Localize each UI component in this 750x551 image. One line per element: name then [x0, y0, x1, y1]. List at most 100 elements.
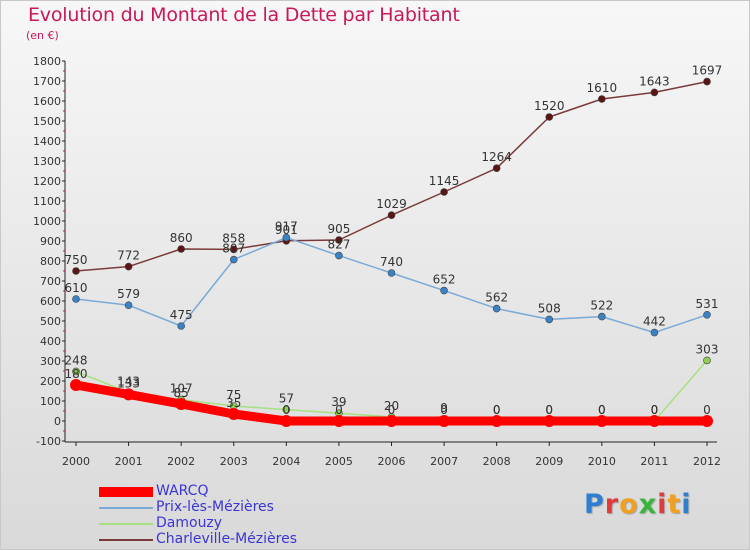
y-tick-label: 200: [40, 375, 61, 388]
data-label: 0: [598, 403, 606, 417]
data-point: [703, 356, 711, 365]
x-tick-label: 2008: [483, 455, 511, 468]
data-label: 1610: [587, 81, 618, 95]
y-tick-label: 900: [40, 235, 61, 248]
data-label: 180: [65, 367, 88, 381]
data-label: 143: [117, 374, 140, 388]
chart-subtitle: (en €): [26, 29, 59, 42]
data-point: [70, 379, 82, 391]
x-tick-label: 2002: [167, 455, 195, 468]
x-tick-label: 2011: [640, 455, 668, 468]
data-point: [175, 398, 188, 410]
data-label: 248: [65, 353, 88, 367]
data-point: [543, 415, 556, 427]
data-point: [598, 312, 606, 321]
chart-title: Evolution du Montant de la Dette par Hab…: [28, 4, 460, 26]
legend-label: Prix-lès-Mézières: [156, 499, 274, 515]
data-label: 0: [335, 403, 343, 417]
data-label: 1264: [481, 150, 512, 164]
data-label: 75: [226, 388, 241, 402]
x-tick-label: 2003: [220, 455, 248, 468]
data-point: [229, 245, 238, 254]
data-point: [282, 405, 291, 414]
y-tick-label: 500: [40, 315, 61, 328]
data-label: 860: [170, 231, 193, 245]
legend-label: Damouzy: [156, 515, 223, 531]
data-point: [387, 211, 396, 219]
y-tick-label: 1700: [33, 75, 61, 88]
y-tick-label: 1600: [33, 95, 61, 108]
chart-axes: -100010020030040050060070080090010001100…: [33, 55, 721, 468]
data-label: 39: [331, 395, 346, 409]
x-tick-label: 2007: [430, 455, 458, 468]
data-point: [122, 388, 135, 401]
logo-letter: r: [604, 489, 620, 520]
data-label: 522: [590, 299, 613, 313]
data-label: 917: [275, 220, 298, 234]
y-tick-label: 800: [40, 255, 61, 268]
data-point: [492, 164, 501, 172]
data-label: 0: [545, 403, 553, 417]
y-tick-label: 600: [40, 295, 61, 308]
y-tick-label: 1000: [33, 215, 61, 228]
data-label: 905: [327, 222, 350, 236]
data-label: 0: [283, 403, 291, 417]
data-label: 579: [117, 287, 140, 301]
data-label: 0: [598, 403, 606, 417]
data-point: [282, 233, 291, 242]
data-label: 0: [703, 403, 711, 417]
x-tick-label: 2000: [62, 455, 90, 468]
data-label: 0: [651, 403, 659, 417]
data-label: 107: [170, 382, 193, 396]
data-label: 1643: [639, 74, 670, 88]
data-label: 531: [696, 297, 719, 311]
data-point: [124, 262, 133, 271]
data-point: [648, 415, 661, 427]
data-point: [492, 304, 501, 313]
data-point: [177, 245, 185, 253]
data-point: [703, 310, 711, 319]
data-label: 303: [696, 342, 719, 356]
data-label: 1697: [692, 64, 723, 78]
logo-letter: P: [584, 489, 605, 520]
data-label: 20: [384, 399, 399, 413]
data-point: [72, 267, 80, 275]
data-label: 133: [117, 376, 140, 390]
data-point: [332, 415, 345, 427]
data-point: [124, 301, 133, 310]
data-point: [545, 315, 554, 324]
y-tick-label: 400: [40, 335, 61, 348]
data-point: [650, 328, 659, 337]
data-point: [438, 415, 451, 427]
x-tick-label: 2009: [535, 455, 563, 468]
data-point: [72, 295, 80, 303]
data-label: 475: [170, 308, 193, 322]
data-label: 652: [433, 273, 456, 287]
data-label: 740: [380, 255, 403, 269]
legend-swatch: [99, 507, 153, 509]
data-label: 0: [651, 403, 659, 417]
data-label: 35: [226, 396, 241, 410]
logo-letter: t: [667, 489, 682, 520]
data-point: [72, 367, 80, 376]
data-point: [595, 415, 608, 427]
data-label: 827: [327, 238, 350, 252]
data-point: [490, 415, 503, 427]
logo-letter: i: [681, 489, 692, 520]
data-label: 901: [275, 223, 298, 237]
data-label: 57: [279, 392, 294, 406]
y-tick-label: 300: [40, 355, 61, 368]
x-tick-label: 2004: [272, 455, 300, 468]
data-point: [545, 113, 554, 121]
data-point: [387, 269, 396, 277]
data-label: 9: [440, 401, 448, 415]
data-label: 1145: [429, 174, 460, 188]
y-tick-label: 1800: [33, 55, 61, 68]
legend-swatch: [99, 487, 153, 497]
data-point: [650, 88, 659, 97]
legend-label: Charleville-Mézières: [156, 531, 298, 547]
data-label: 0: [493, 403, 501, 417]
data-point: [440, 188, 448, 196]
